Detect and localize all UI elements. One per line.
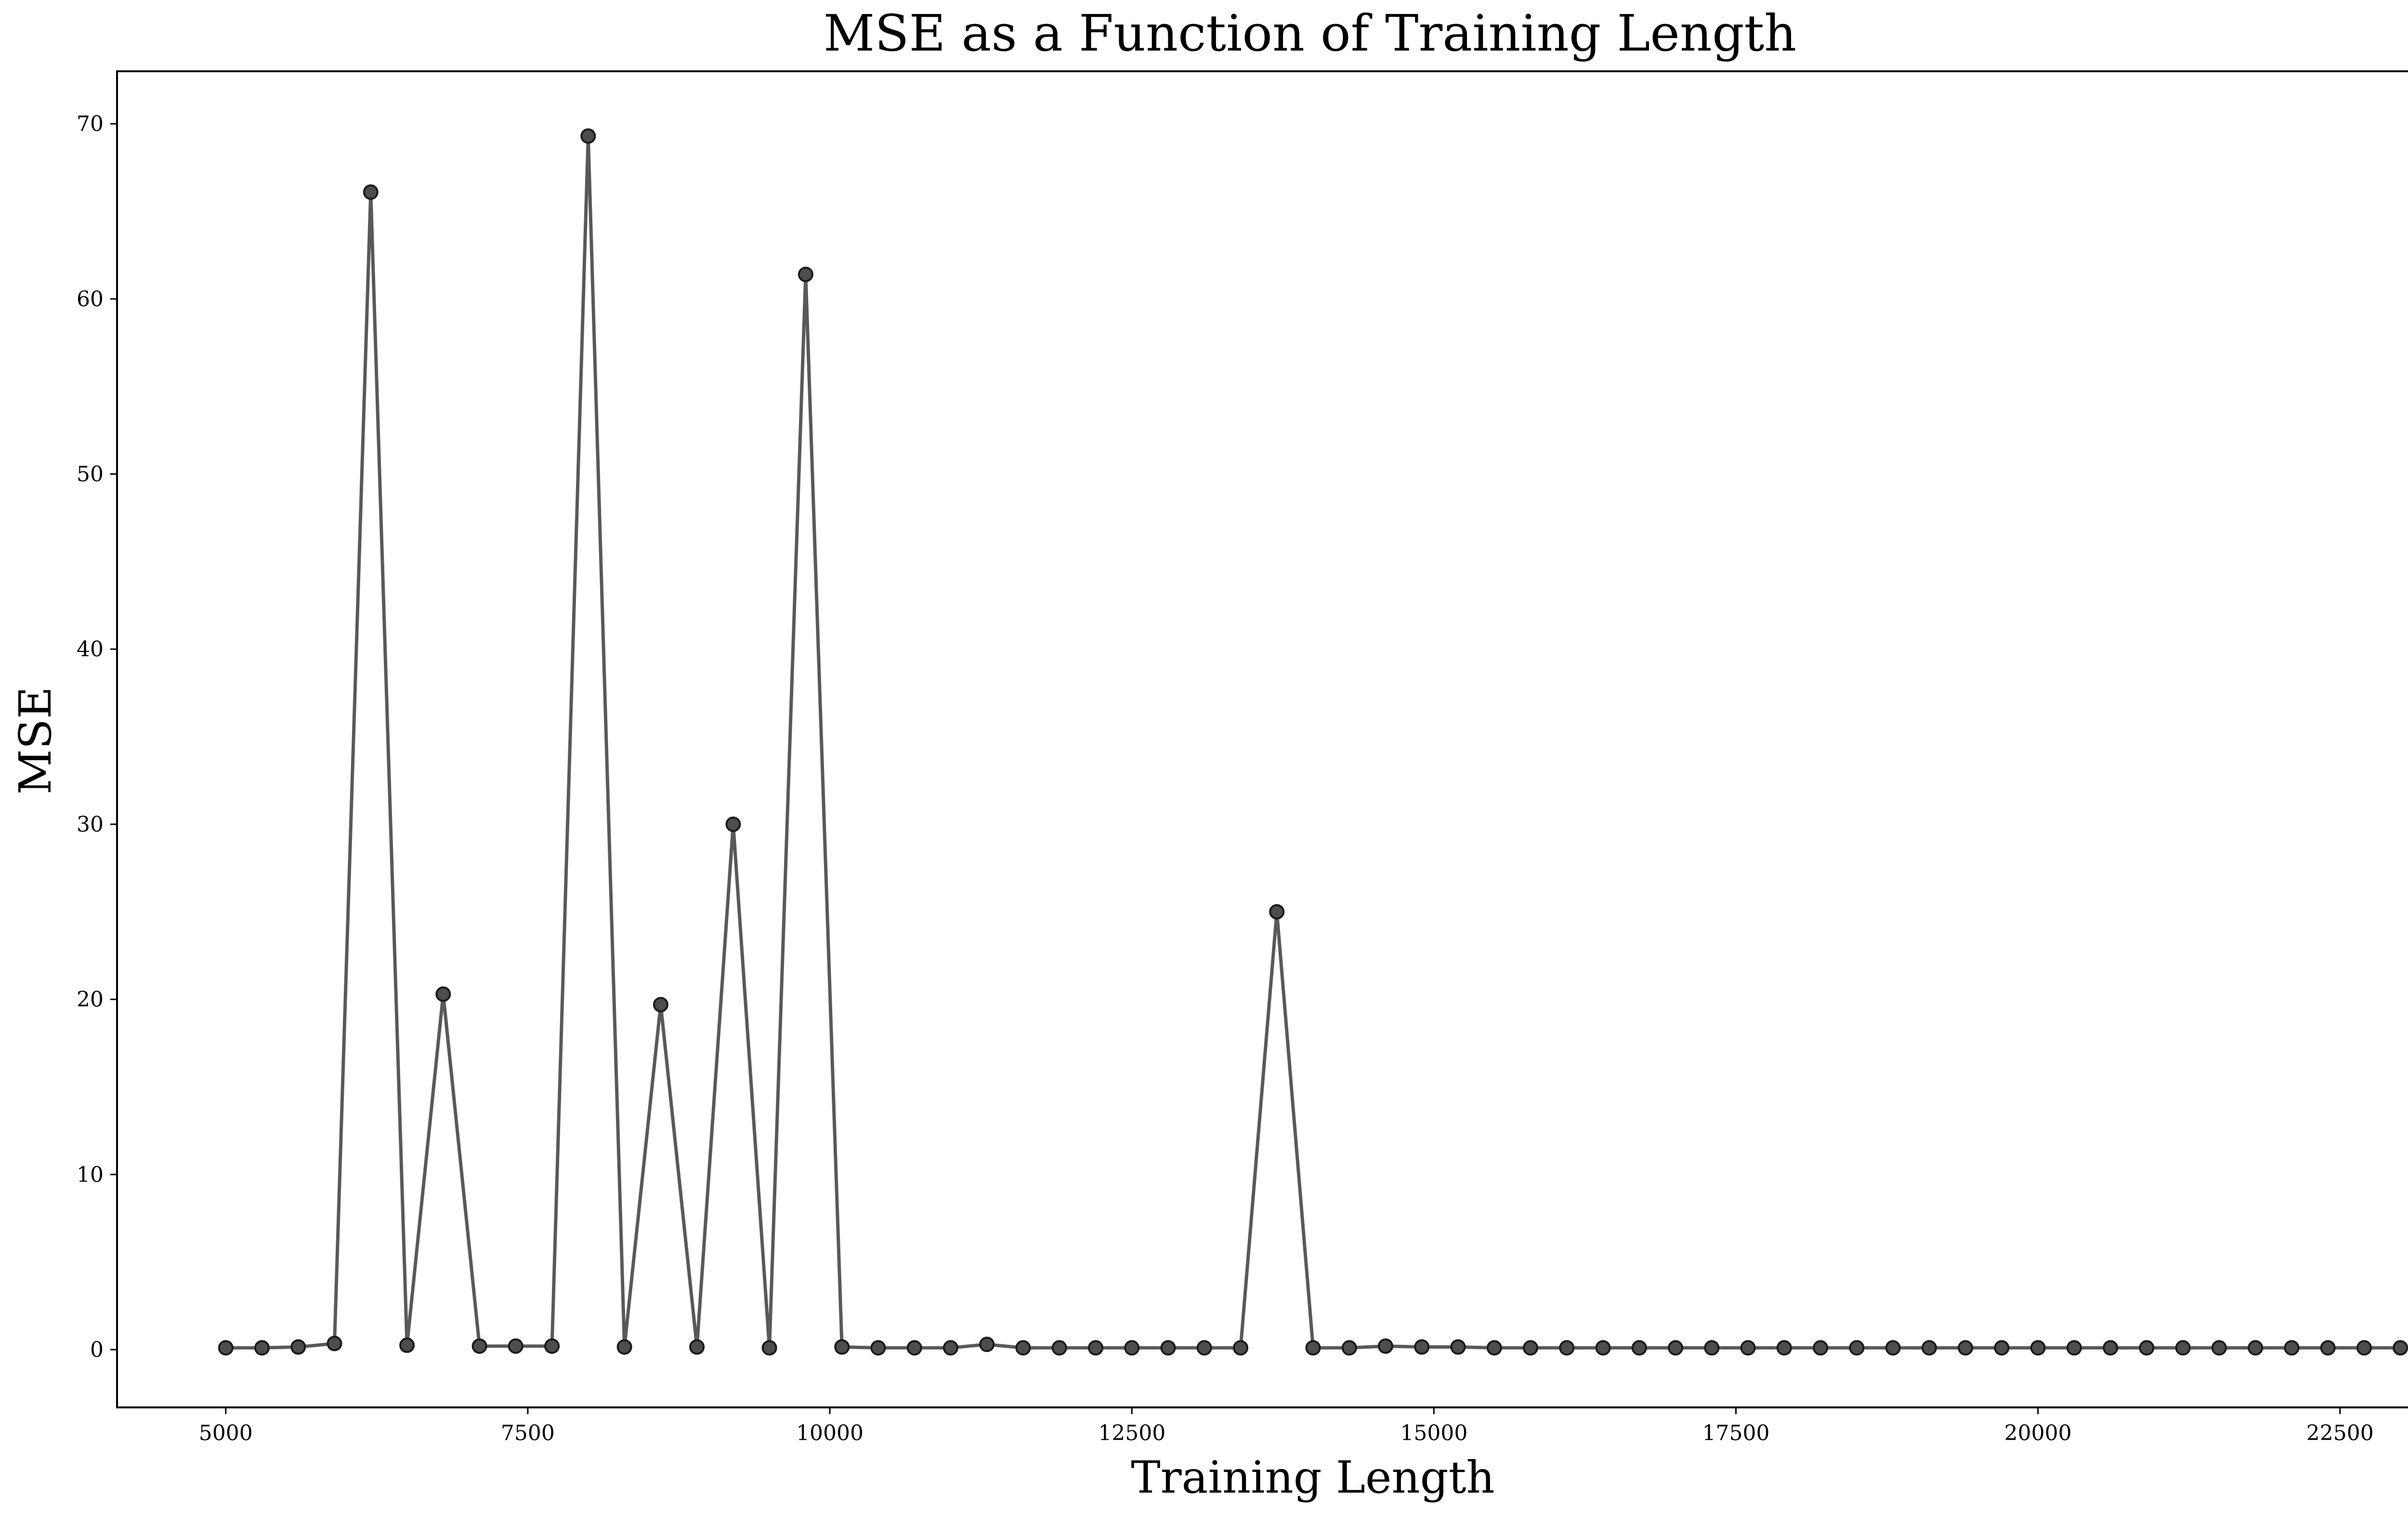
plot-area: [218, 128, 2408, 1356]
y-tick-label: 50: [77, 462, 104, 487]
data-point: [1124, 1340, 1140, 1356]
data-point: [1269, 904, 1285, 920]
data-point: [1523, 1340, 1538, 1356]
data-point: [2139, 1340, 2155, 1356]
data-point: [653, 997, 668, 1013]
data-point: [689, 1339, 705, 1355]
data-point: [834, 1339, 850, 1355]
x-tick-label: 7500: [501, 1421, 555, 1445]
data-point: [1921, 1340, 1937, 1356]
data-point: [1813, 1340, 1829, 1356]
data-point: [1486, 1340, 1502, 1356]
data-point: [1051, 1340, 1067, 1356]
y-tick-label: 20: [77, 988, 104, 1012]
data-point: [1233, 1340, 1248, 1356]
data-point: [2103, 1340, 2119, 1356]
data-point: [327, 1336, 342, 1352]
data-point: [471, 1338, 487, 1354]
data-point: [2284, 1340, 2300, 1356]
data-point: [2356, 1340, 2372, 1356]
x-tick-label: 17500: [1702, 1421, 1770, 1445]
y-tick-label: 70: [77, 112, 104, 136]
data-point: [2211, 1340, 2227, 1356]
data-point: [942, 1340, 958, 1356]
data-point: [435, 986, 451, 1002]
data-point: [1776, 1340, 1792, 1356]
data-point: [979, 1337, 995, 1353]
data-point: [1378, 1338, 1393, 1354]
data-point: [1088, 1340, 1103, 1356]
data-point: [725, 816, 741, 832]
data-point: [1414, 1339, 1430, 1355]
y-tick-label: 60: [77, 287, 104, 312]
data-point: [616, 1339, 632, 1355]
data-point: [870, 1340, 886, 1356]
data-point: [1595, 1340, 1611, 1356]
data-point: [1704, 1340, 1720, 1356]
y-axis-label: MSE: [10, 687, 61, 794]
data-point: [580, 128, 596, 144]
data-point: [1196, 1340, 1212, 1356]
data-point: [363, 184, 379, 200]
data-point: [1631, 1340, 1647, 1356]
data-point: [1849, 1340, 1865, 1356]
data-point: [1885, 1340, 1901, 1356]
data-point: [218, 1340, 234, 1356]
data-point: [1740, 1340, 1756, 1356]
data-point: [399, 1337, 415, 1353]
x-tick-label: 5000: [199, 1421, 253, 1445]
data-point: [1305, 1340, 1321, 1356]
data-point: [508, 1338, 523, 1354]
data-point: [2320, 1340, 2336, 1356]
y-tick-label: 10: [77, 1162, 104, 1187]
x-tick-label: 22500: [2306, 1421, 2374, 1445]
data-point: [1015, 1340, 1031, 1356]
x-tick-label: 20000: [2004, 1421, 2072, 1445]
x-axis-ticks: 5000 7500 10000 12500 15000 17500 20000 22500: [199, 1407, 2374, 1445]
x-tick-label: 12500: [1098, 1421, 1165, 1445]
data-point: [761, 1340, 777, 1356]
chart-title: MSE as a Function of Training Length: [824, 4, 1797, 63]
y-tick-label: 30: [77, 812, 104, 837]
data-point: [1958, 1340, 1974, 1356]
y-tick-label: 0: [90, 1338, 104, 1362]
data-point: [906, 1340, 922, 1356]
data-point: [798, 266, 813, 282]
y-tick-label: 40: [77, 637, 104, 662]
data-point: [1668, 1340, 1684, 1356]
data-point: [2248, 1340, 2264, 1356]
x-axis-label: Training Length: [1131, 1452, 1495, 1503]
x-tick-label: 15000: [1400, 1421, 1467, 1445]
data-point: [1994, 1340, 2010, 1356]
axes-frame: [116, 70, 2408, 1408]
data-point: [1160, 1340, 1176, 1356]
data-point: [2066, 1340, 2082, 1356]
data-point: [1559, 1340, 1575, 1356]
x-tick-label: 10000: [796, 1421, 864, 1445]
data-point: [254, 1340, 270, 1356]
data-point: [290, 1339, 306, 1355]
data-point: [2175, 1340, 2191, 1356]
data-point: [2030, 1340, 2046, 1356]
data-point: [1341, 1340, 1357, 1356]
data-point: [2393, 1340, 2408, 1356]
data-point: [1450, 1339, 1466, 1355]
series-points: [218, 128, 2408, 1356]
y-axis-ticks: 0 10 20 30 40 50 60 70: [77, 112, 117, 1362]
data-point: [544, 1338, 560, 1354]
